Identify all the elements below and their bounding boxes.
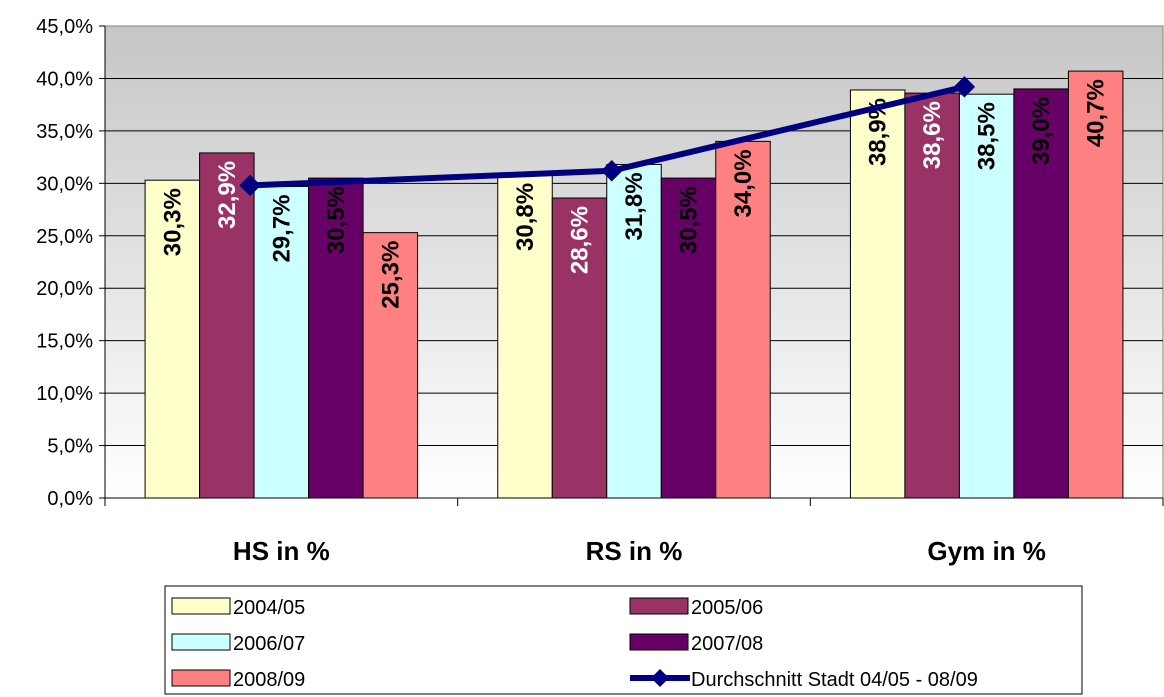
bar <box>1067 70 1124 499</box>
data-label: 29,7% <box>268 194 295 262</box>
data-label: 39,0% <box>1028 97 1055 165</box>
bar <box>1013 88 1069 499</box>
bar <box>144 179 201 499</box>
y-tick-label: 15,0% <box>36 331 93 353</box>
bar <box>551 197 608 499</box>
y-tick-label: 0,0% <box>47 488 93 510</box>
bar <box>715 140 771 499</box>
x-axis: HS in % RS in % Gym in % <box>104 497 1164 566</box>
legend-label: 2005/06 <box>691 597 763 619</box>
legend-label: 2004/05 <box>233 597 305 619</box>
data-label: 30,5% <box>676 186 703 254</box>
y-tick-label: 35,0% <box>36 121 93 143</box>
x-category-label: Gym in % <box>927 536 1045 566</box>
x-category-label: HS in % <box>233 536 330 566</box>
bar <box>606 163 662 499</box>
legend-swatch <box>171 669 231 687</box>
data-label: 30,3% <box>159 188 186 256</box>
average-line-marker <box>601 160 623 182</box>
average-line <box>239 76 976 197</box>
bar <box>958 93 1015 499</box>
data-label: 34,0% <box>730 149 757 217</box>
average-line-marker <box>953 76 976 98</box>
bar <box>308 177 364 499</box>
y-tick-label: 45,0% <box>36 16 93 38</box>
y-tick-label: 40,0% <box>36 68 93 90</box>
legend-swatch <box>171 633 231 651</box>
legend-swatch <box>629 597 689 615</box>
legend-label: 2006/07 <box>233 633 305 655</box>
bar <box>497 174 553 499</box>
y-tick-label: 30,0% <box>36 173 93 195</box>
legend-label: 2008/09 <box>233 669 305 691</box>
y-tick-label: 5,0% <box>47 436 93 458</box>
x-category-label: RS in % <box>586 536 683 566</box>
y-tick-label: 20,0% <box>36 278 93 300</box>
legend-swatch <box>171 597 231 615</box>
bar <box>199 152 255 499</box>
legend-box <box>164 585 1083 695</box>
legend-swatch <box>629 633 689 651</box>
y-tick-label: 25,0% <box>36 226 93 248</box>
data-label: 38,6% <box>919 101 946 169</box>
bar <box>362 232 419 499</box>
data-label: 32,9% <box>214 161 241 229</box>
data-label: 30,8% <box>512 183 539 251</box>
bars: 30,3% 32,9% 29,7% 30,5% 25,3% 30,8% 28,6% 31,8%… <box>144 70 1124 499</box>
bar <box>904 92 960 499</box>
bar <box>660 177 717 499</box>
data-label: 30,5% <box>323 186 350 254</box>
data-label: 25,3% <box>377 241 404 309</box>
bar <box>253 185 310 499</box>
legend: 2004/05 2005/06 2006/07 2007/08 2008/09 Durch… <box>164 585 1083 695</box>
data-label: 31,8% <box>621 172 648 240</box>
y-axis: 0,0% 5,0% 10,0% 15,0% 20,0% 25,0% 30,0% 35,0% 40… <box>36 16 106 510</box>
legend-marker <box>651 669 669 687</box>
legend-label: Durchschnitt Stadt 04/05 - 08/09 <box>691 669 978 691</box>
data-label: 38,5% <box>974 102 1001 170</box>
y-tick-label: 10,0% <box>36 383 93 405</box>
legend-label: 2007/08 <box>691 633 763 655</box>
data-label: 40,7% <box>1083 79 1110 147</box>
data-label: 28,6% <box>567 206 594 274</box>
bar <box>849 89 906 499</box>
average-line-marker <box>239 174 261 197</box>
